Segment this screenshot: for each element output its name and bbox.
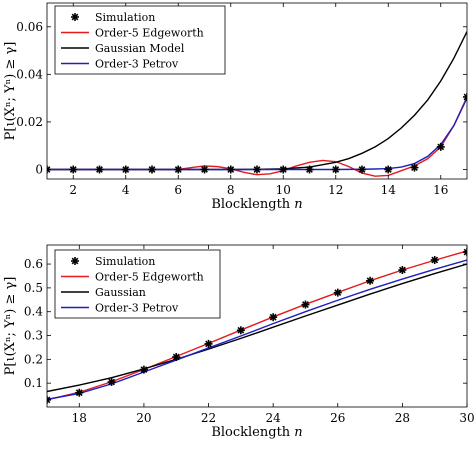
x-tick-label: 28	[395, 411, 410, 425]
data-point	[358, 165, 366, 174]
x-tick-label: 2	[69, 183, 77, 197]
data-point	[47, 395, 51, 404]
legend-entry: Gaussian	[61, 286, 146, 299]
x-tick-label: 18	[72, 411, 87, 425]
data-point	[121, 165, 130, 174]
data-point	[269, 313, 278, 322]
legend-box	[54, 249, 221, 319]
data-point	[301, 300, 310, 309]
data-point	[463, 92, 467, 101]
legend-entry: Simulation	[71, 255, 155, 268]
x-axis-label: Blocklength 𝑛	[211, 425, 302, 440]
data-point	[75, 388, 84, 397]
legend: Simulation Order-5 Edgeworth Gaussian Mode…	[54, 5, 226, 75]
plot-series	[47, 31, 467, 177]
x-axis-label: Blocklength 𝑛	[211, 197, 302, 212]
y-axis-label: P[ι(Xⁿ; Yⁿ) ≥ γ]	[3, 277, 18, 376]
x-tick-label: 12	[328, 183, 343, 197]
data-point	[174, 165, 183, 174]
data-point	[172, 352, 181, 361]
x-tick-label: 24	[266, 411, 282, 425]
x-tick-label: 16	[433, 183, 448, 197]
y-tick-label: 0.04	[16, 67, 43, 81]
x-tick-label: 22	[201, 411, 216, 425]
y-tick-label: 0.4	[24, 305, 43, 319]
legend-label: Gaussian	[95, 286, 146, 299]
x-tick-label: 20	[136, 411, 151, 425]
x-tick-label: 4	[122, 183, 130, 197]
series-line-order-3-petrov	[47, 259, 467, 401]
data-point	[305, 165, 314, 174]
y-tick-label: 0.2	[24, 352, 43, 366]
x-tick-label: 10	[276, 183, 291, 197]
y-tick-label: 0.02	[16, 115, 43, 129]
plot-series	[47, 248, 467, 404]
data-point	[430, 256, 439, 265]
x-tick-label: 14	[381, 183, 397, 197]
data-point	[95, 165, 104, 174]
data-point	[279, 165, 288, 174]
data-point	[331, 165, 340, 174]
legend-entry: Gaussian Model	[61, 42, 185, 55]
legend-label: Order-3 Petrov	[95, 58, 179, 71]
data-point	[226, 165, 235, 174]
data-point	[200, 165, 209, 174]
axes-frame	[46, 2, 468, 180]
data-point	[398, 266, 407, 275]
legend-label: Gaussian Model	[95, 42, 185, 55]
x-tick-label: 6	[174, 183, 182, 197]
legend-entry: Order-3 Petrov	[61, 58, 179, 71]
y-tick-label: 0.5	[24, 281, 43, 295]
data-point	[139, 365, 148, 374]
series-line-gaussian	[47, 263, 467, 393]
data-point	[236, 326, 245, 335]
legend-entry: Order-5 Edgeworth	[61, 27, 204, 40]
legend-label: Simulation	[95, 11, 155, 24]
axes-frame	[46, 244, 468, 408]
x-tick-label: 26	[330, 411, 345, 425]
data-point	[384, 165, 393, 174]
legend: Simulation Order-5 Edgeworth Gaussian Order…	[54, 249, 221, 319]
y-axis-label: P[ι(Xⁿ; Yⁿ) ≥ γ]	[3, 42, 18, 141]
y-tick-label: 0.3	[24, 329, 43, 343]
data-point	[69, 165, 78, 174]
y-tick-label: 0	[35, 162, 43, 176]
x-tick-label: 8	[227, 183, 235, 197]
legend-entry: Order-5 Edgeworth	[61, 271, 204, 284]
legend-entry: Simulation	[71, 11, 155, 24]
legend-marker	[71, 13, 79, 21]
legend-label: Order-5 Edgeworth	[95, 271, 204, 284]
legend-entry: Order-3 Petrov	[61, 302, 179, 315]
data-point	[410, 163, 419, 172]
data-point	[253, 165, 261, 174]
chart-panel-2: 18 20 22 24 26 28 30 0.1 0.2 0.3 0.4 0.5 0.6 Blocklen…	[3, 244, 474, 440]
y-tick-label: 0.1	[24, 376, 43, 390]
legend-label: Order-3 Petrov	[95, 302, 179, 315]
x-tick-label: 30	[459, 411, 474, 425]
data-point	[107, 377, 116, 386]
data-point	[463, 248, 467, 257]
y-tick-label: 0.6	[24, 257, 43, 271]
chart-panel-1: 2 4 6 8 10 12 14 16 0 0.02 0.04 0.06 Blocklength 𝑛 P[…	[3, 2, 468, 212]
data-point	[333, 288, 342, 297]
legend-label: Simulation	[95, 255, 155, 268]
data-point	[436, 142, 445, 151]
legend-box	[54, 5, 226, 75]
data-point	[366, 276, 375, 285]
data-point	[204, 339, 213, 348]
series-line-order-5-edgeworth	[47, 250, 467, 401]
legend-label: Order-5 Edgeworth	[95, 27, 204, 40]
y-tick-label: 0.06	[16, 20, 43, 34]
data-point	[148, 165, 156, 174]
legend-marker	[71, 257, 79, 265]
